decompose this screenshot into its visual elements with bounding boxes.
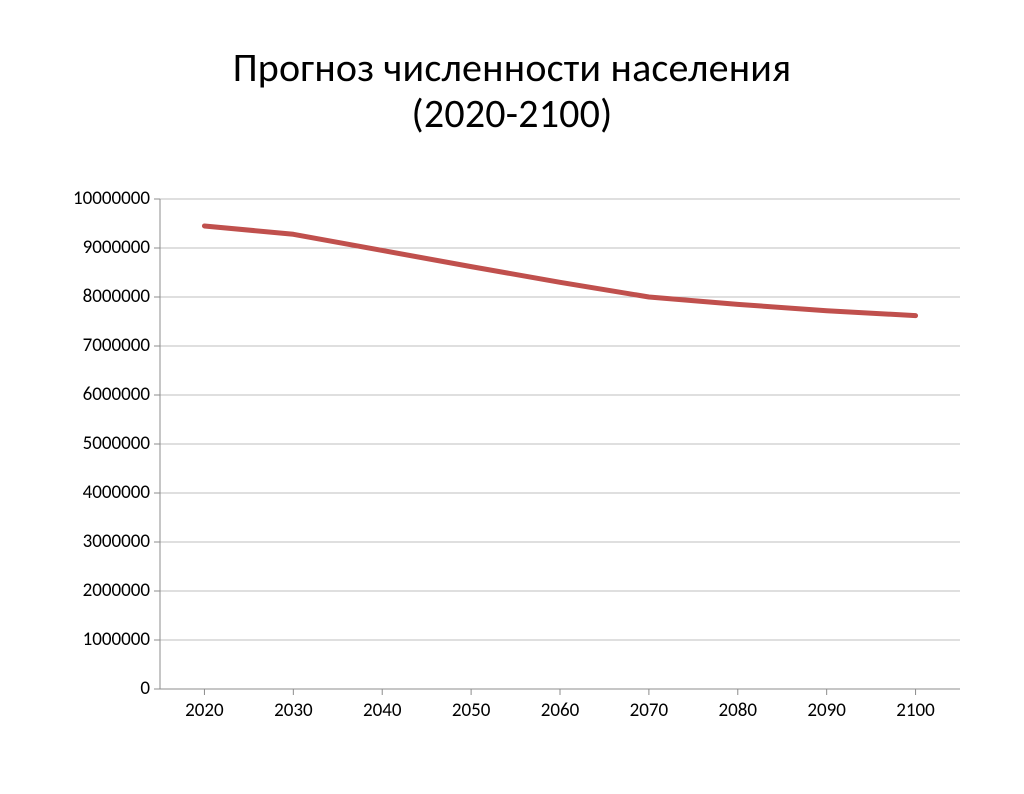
chart-title: Прогноз численности населения (2020-2100… (0, 27, 1024, 137)
title-line-1: Прогноз численности населения (233, 43, 792, 92)
population-line-chart (40, 187, 980, 727)
title-line-2: (2020-2100) (412, 89, 613, 138)
chart-container: 0100000020000003000000400000050000006000… (40, 187, 980, 732)
slide: Прогноз численности населения (2020-2100… (0, 27, 1024, 794)
